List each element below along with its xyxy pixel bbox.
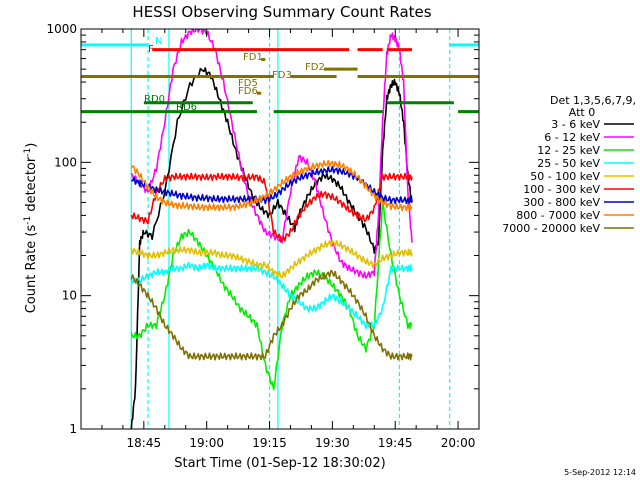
series-line <box>130 261 413 330</box>
legend-entry-label: 300 - 800 keV <box>523 196 600 209</box>
x-tick-label: 19:15 <box>252 436 287 450</box>
legend-header-line2: Att 0 <box>569 106 595 119</box>
legend-entry-label: 50 - 100 keV <box>530 170 600 183</box>
state-bar-label: FD1 <box>243 52 263 63</box>
legend-header-line1: Det 1,3,5,6,7,9, <box>550 94 636 107</box>
plot-frame <box>80 28 480 430</box>
x-tick-label: 18:45 <box>127 436 162 450</box>
y-tick-label: 1 <box>69 422 77 436</box>
legend-entry-label: 100 - 300 keV <box>523 183 600 196</box>
legend-entry-label: 6 - 12 keV <box>544 131 600 144</box>
state-bar-label: N <box>155 36 162 47</box>
legend-entry-label: 25 - 50 keV <box>537 157 600 170</box>
x-axis: 18:45 19:00 19:15 19:30 19:45 20:00 <box>101 29 476 450</box>
y-axis: 1 10 100 1000 <box>46 22 479 436</box>
x-tick-label: 19:45 <box>378 436 413 450</box>
x-axis-label: Start Time (01-Sep-12 18:30:02) <box>174 456 385 471</box>
y-tick-label: 100 <box>54 155 77 169</box>
x-tick-label: 19:00 <box>189 436 224 450</box>
series-line <box>130 239 413 279</box>
chart-title: HESSI Observing Summary Count Rates <box>132 3 431 21</box>
series-group <box>130 29 413 429</box>
series-line <box>130 159 413 212</box>
y-tick-label: 1000 <box>46 22 77 36</box>
legend-entry-label: 800 - 7000 keV <box>516 209 600 222</box>
x-tick-label: 20:00 <box>441 436 476 450</box>
state-bar-label: FD6 <box>238 86 258 97</box>
state-bar-label: FD2 <box>305 62 325 73</box>
state-bar-label: RD6 <box>176 102 197 113</box>
series-line <box>130 29 413 279</box>
series-line <box>130 172 413 243</box>
series-line <box>130 199 413 391</box>
state-bar-label: F <box>148 44 154 55</box>
state-bar-label: FD3 <box>272 70 292 81</box>
legend-entry-label: 3 - 6 keV <box>551 118 600 131</box>
state-bars <box>81 43 479 114</box>
timestamp: 5-Sep-2012 12:14 <box>564 468 636 477</box>
legend-entry-label: 7000 - 20000 keV <box>502 222 600 235</box>
series-line <box>130 269 413 361</box>
state-bar-label: RD0 <box>144 94 165 105</box>
x-tick-label: 19:30 <box>315 436 350 450</box>
state-bar-label: FD5 <box>238 78 258 89</box>
legend-entry-label: 12 - 25 keV <box>537 144 600 157</box>
y-axis-label: Count Rate (s-1 detector-1) <box>23 143 39 314</box>
y-tick-label: 10 <box>62 289 77 303</box>
